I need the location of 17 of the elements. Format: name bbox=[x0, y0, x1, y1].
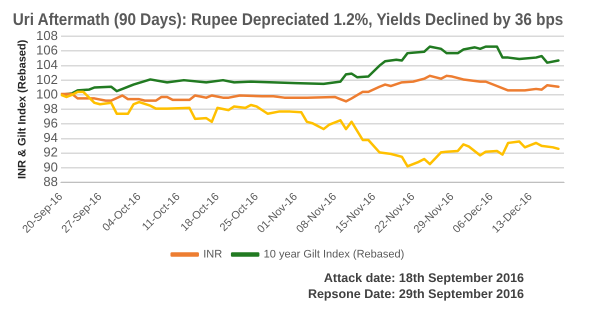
text: Repsone Date: 29th September 2016 bbox=[306, 286, 524, 302]
y-tick-label: 106 bbox=[36, 42, 58, 58]
y-tick-label: 92 bbox=[43, 144, 58, 160]
y-tick-label: 104 bbox=[36, 57, 58, 72]
y-axis-title: INR & Gilt Index (Rebased) bbox=[16, 39, 29, 180]
legend-label: 10 year Gilt Index (Rebased) bbox=[264, 248, 404, 261]
legend-label: INR bbox=[203, 248, 222, 261]
y-tick-label: 100 bbox=[36, 86, 58, 102]
chart-title: Uri Aftermath (90 Days): Rupee Depreciated 1.2%, Yields Declined by 36 bps bbox=[12, 10, 564, 30]
y-tick-label: 98 bbox=[43, 100, 58, 116]
y-tick-label: 108 bbox=[36, 28, 58, 43]
y-tick-label: 90 bbox=[43, 159, 58, 174]
y-tick-label: 94 bbox=[43, 130, 58, 146]
y-tick-label: 96 bbox=[43, 116, 58, 131]
text: Attack date: 18th September 2016 bbox=[322, 270, 524, 286]
y-tick-label: 88 bbox=[43, 174, 58, 189]
y-tick-label: 102 bbox=[36, 72, 58, 87]
